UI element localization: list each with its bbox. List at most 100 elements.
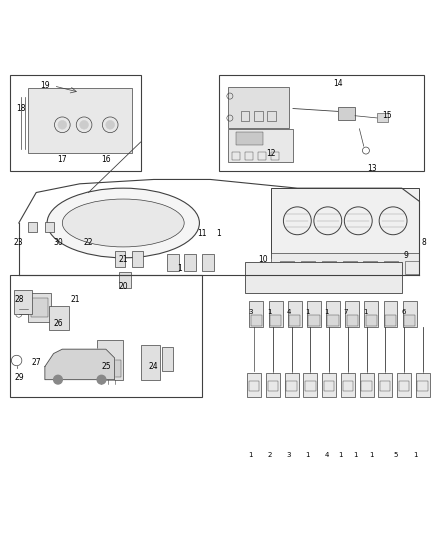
Bar (417, 381, 428, 391)
Bar (304, 373, 318, 397)
Text: 1: 1 (363, 309, 367, 315)
Text: 23: 23 (14, 238, 24, 247)
Bar (403, 301, 417, 327)
Text: 18: 18 (16, 104, 26, 113)
Bar (184, 254, 196, 271)
Bar (267, 111, 276, 121)
Text: 19: 19 (40, 82, 50, 91)
Text: 1: 1 (353, 451, 358, 457)
Bar (378, 373, 392, 397)
Bar (62, 355, 72, 365)
Bar (10, 275, 201, 397)
Bar (377, 112, 388, 122)
Text: 10: 10 (258, 255, 267, 264)
Bar (405, 261, 419, 274)
Bar (341, 373, 355, 397)
Text: 1: 1 (217, 229, 221, 238)
Bar (28, 293, 51, 321)
Bar (115, 251, 125, 266)
Text: 3: 3 (286, 451, 291, 457)
Text: 22: 22 (84, 238, 93, 247)
Bar (343, 261, 357, 274)
Bar (268, 381, 278, 391)
Text: 9: 9 (404, 251, 409, 260)
Text: 1: 1 (369, 451, 374, 457)
Bar (384, 301, 397, 327)
Text: 4: 4 (325, 451, 329, 457)
Bar (397, 373, 411, 397)
Bar (28, 222, 37, 232)
Bar (305, 381, 316, 391)
Bar (360, 373, 374, 397)
Bar (286, 381, 297, 391)
Text: 17: 17 (57, 156, 67, 164)
Bar (245, 262, 402, 293)
Text: 15: 15 (382, 111, 392, 120)
Text: 1: 1 (267, 309, 272, 315)
Bar (49, 306, 69, 330)
Bar (399, 381, 409, 391)
Bar (324, 381, 334, 391)
Bar (14, 290, 32, 314)
Bar (201, 254, 214, 271)
Bar (289, 315, 300, 326)
Text: 1: 1 (413, 451, 418, 457)
Bar (249, 381, 259, 391)
Text: 30: 30 (53, 238, 63, 247)
Bar (97, 341, 123, 379)
Text: 1: 1 (306, 451, 310, 457)
Text: 29: 29 (14, 373, 24, 382)
Bar (270, 315, 281, 326)
Bar (28, 88, 132, 154)
Text: 2: 2 (267, 451, 272, 457)
Bar (251, 315, 262, 326)
Bar (271, 254, 419, 275)
Bar (322, 373, 336, 397)
Ellipse shape (62, 199, 184, 247)
Text: 12: 12 (266, 149, 276, 158)
Bar (219, 75, 424, 171)
Bar (245, 152, 253, 160)
Text: 6: 6 (402, 309, 406, 315)
Bar (45, 222, 54, 232)
Text: 20: 20 (118, 281, 128, 290)
Bar (271, 152, 279, 160)
Circle shape (53, 375, 62, 384)
Circle shape (97, 375, 106, 384)
Text: 11: 11 (197, 229, 206, 238)
Text: 1: 1 (177, 264, 182, 273)
Bar (366, 315, 377, 326)
Bar (364, 261, 378, 274)
Text: 1: 1 (306, 309, 310, 315)
Bar (167, 254, 179, 271)
Bar (307, 301, 321, 327)
Bar (288, 301, 302, 327)
Bar (271, 188, 419, 258)
Text: 14: 14 (333, 79, 343, 88)
Text: 8: 8 (421, 238, 426, 247)
Bar (322, 261, 336, 274)
Bar (241, 111, 250, 121)
Bar (258, 152, 266, 160)
Bar (268, 301, 283, 327)
Text: 7: 7 (344, 309, 348, 315)
Bar (285, 373, 299, 397)
Bar (247, 373, 261, 397)
Text: 1: 1 (248, 451, 253, 457)
Bar (132, 251, 143, 266)
Bar (343, 381, 353, 391)
Bar (416, 373, 430, 397)
Text: 24: 24 (149, 362, 159, 371)
Bar (308, 315, 320, 326)
Bar (385, 261, 398, 274)
Circle shape (106, 120, 115, 129)
Text: 25: 25 (101, 362, 111, 371)
Text: 3: 3 (248, 309, 253, 315)
Text: 1: 1 (325, 309, 329, 315)
Text: 5: 5 (393, 451, 398, 457)
Text: 4: 4 (286, 309, 291, 315)
Text: 16: 16 (101, 156, 111, 164)
Bar (99, 360, 121, 377)
Bar (232, 152, 240, 160)
Bar (280, 261, 294, 274)
